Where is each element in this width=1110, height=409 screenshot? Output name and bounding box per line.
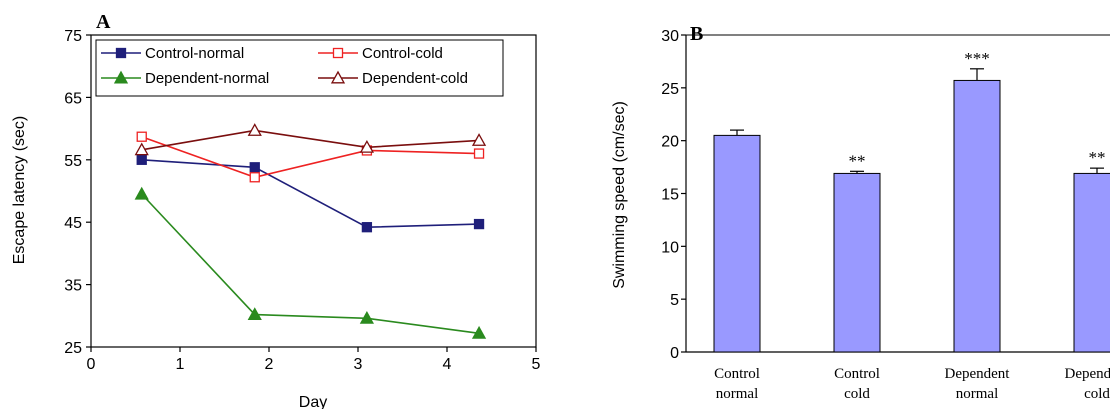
panel-a-y-tick-label: 25: [64, 340, 82, 357]
panel-a-legend-label: Dependent-cold: [362, 70, 468, 87]
panel-a-line-chart: A Escape latency (sec) Day 2535455565750…: [11, 11, 541, 409]
panel-a-y-tick-label: 45: [64, 215, 82, 232]
panel-a-data-point: [134, 142, 149, 156]
panel-b-bar: [953, 79, 1001, 353]
panel-a-series-line: [141, 135, 480, 179]
panel-a-series-line: [141, 159, 480, 228]
panel-a-legend-entry: Control-normal: [101, 45, 244, 62]
panel-a-x-tick-label: 4: [443, 356, 452, 373]
panel-a-x-tick-label: 2: [265, 356, 274, 373]
panel-a-legend-label: Control-cold: [362, 45, 443, 62]
panel-b-label: B: [690, 23, 703, 45]
panel-b-category-label-line1: Control: [714, 366, 760, 382]
panel-a-data-point: [136, 154, 147, 165]
panel-b-y-tick-label: 15: [661, 187, 679, 204]
panel-a-data-point: [359, 139, 375, 153]
panel-a-series-line: [141, 129, 480, 151]
panel-a-data-point: [473, 148, 485, 159]
panel-b-category-label-line2: normal: [716, 386, 759, 402]
panel-a-plot-frame: [90, 34, 537, 348]
panel-a-data-point: [473, 218, 485, 230]
panel-a-data-point: [249, 172, 260, 183]
panel-a-legend-marker: [330, 70, 346, 84]
panel-a-x-tick-label: 3: [354, 356, 363, 373]
panel-a-data-point: [247, 123, 262, 136]
panel-b-y-tick-label: 25: [661, 81, 679, 98]
panel-a-data-point: [471, 325, 487, 339]
panel-a-legend-marker: [113, 70, 129, 84]
panel-b-significance-label: ***: [964, 49, 990, 68]
panel-b-category-label-line1: Dependent: [945, 366, 1011, 382]
panel-a-legend-marker: [332, 47, 344, 59]
panel-a-x-tick-label: 0: [87, 356, 96, 373]
panel-a-y-axis-title: Escape latency (sec): [11, 116, 28, 265]
panel-a-legend-label: Dependent-normal: [145, 70, 269, 87]
panel-a-data-point: [136, 131, 147, 142]
panel-b-bar-group: ** Dependent cold: [1065, 148, 1110, 402]
panel-b-category-label-line2: cold: [844, 386, 870, 402]
panel-b-category-label-line1: Dependent: [1065, 366, 1110, 382]
panel-a-y-tick-label: 65: [64, 90, 82, 107]
panel-a-legend-marker: [115, 47, 127, 59]
panel-b-y-tick-label: 0: [670, 345, 679, 362]
panel-a-data-point: [471, 133, 487, 146]
panel-b-y-tick-label: 10: [661, 239, 679, 256]
panel-b-y-tick-label: 30: [661, 28, 679, 45]
panel-a-data-point: [359, 310, 375, 324]
panel-a-y-tick-label: 35: [64, 278, 82, 295]
panel-b-bar-group: *** Dependent normal: [945, 49, 1011, 402]
panel-a-legend-entry: Dependent-normal: [101, 70, 269, 87]
panel-a-data-point: [361, 222, 373, 233]
panel-a-x-axis-title: Day: [299, 394, 327, 409]
panel-b-bar: [713, 134, 761, 353]
panel-a-x-tick-label: 1: [176, 356, 185, 373]
panel-b-y-tick-label: 5: [670, 292, 679, 309]
panel-b-bar-chart: B Swimming speed (cm/sec) 0 5 10 15 20 25 30 C…: [611, 23, 1110, 402]
panel-a-legend-entry: Control-cold: [318, 45, 443, 62]
panel-a-series-2: [136, 131, 485, 183]
panel-b-category-label-line2: normal: [956, 386, 999, 402]
panel-a-data-point: [134, 186, 149, 200]
panel-a-label: A: [96, 11, 111, 33]
panel-a-series-1: [136, 154, 485, 233]
panel-b-category-label-line1: Control: [834, 366, 880, 382]
panel-b-bar-group: Control normal: [713, 129, 761, 402]
panel-b-bar: [1073, 172, 1110, 353]
panel-a-series-4: [134, 123, 487, 156]
panel-b-bar-group: ** Control cold: [833, 151, 881, 402]
panel-a-y-tick-label: 75: [64, 28, 82, 45]
panel-a-series-line: [141, 193, 480, 335]
panel-b-y-tick-label: 20: [661, 134, 679, 151]
panel-b-category-label-line2: cold: [1084, 386, 1110, 402]
panel-a-data-point: [249, 162, 260, 173]
panel-a-y-tick-label: 55: [64, 153, 82, 170]
panel-a-legend-box: [95, 39, 504, 97]
panel-b-significance-label: **: [1089, 148, 1106, 167]
panel-a-data-point: [247, 307, 262, 321]
panel-b-y-axis-title: Swimming speed (cm/sec): [611, 101, 628, 289]
panel-b-bar: [833, 172, 881, 353]
panel-a-series-3: [134, 186, 487, 339]
panel-a-x-tick-label: 5: [532, 356, 541, 373]
panel-a-legend-label: Control-normal: [145, 45, 244, 62]
panel-a-legend-entry: Dependent-cold: [318, 70, 468, 87]
panel-b-significance-label: **: [849, 151, 866, 170]
